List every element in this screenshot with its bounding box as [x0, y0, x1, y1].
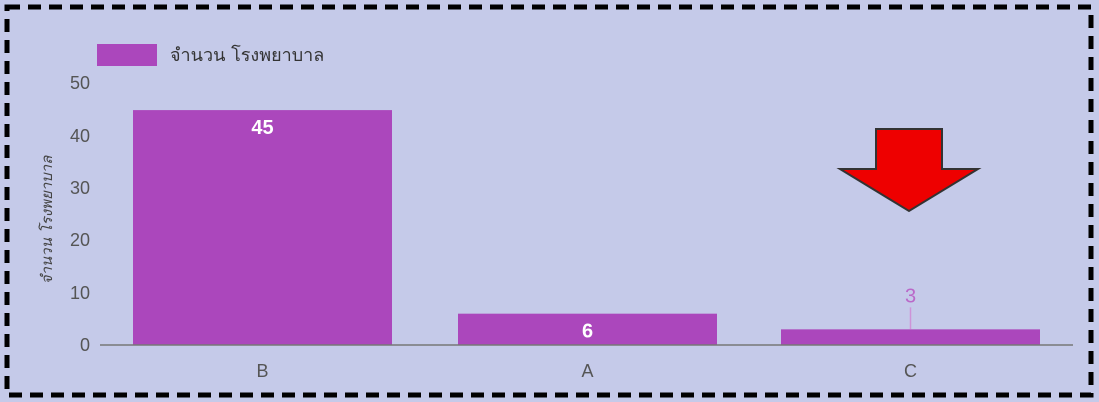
x-tick-label: C	[904, 361, 917, 381]
red-down-arrow-icon	[836, 128, 982, 213]
y-tick-label: 30	[70, 178, 90, 198]
legend-swatch	[97, 44, 157, 66]
y-axis-title: จำนวน โรงพยาบาล	[38, 155, 56, 284]
y-tick-label: 50	[70, 73, 90, 93]
x-tick-label: A	[581, 361, 593, 381]
y-tick-label: 20	[70, 230, 90, 250]
bar-b	[133, 110, 392, 345]
bar-c	[781, 329, 1040, 345]
x-tick-label: B	[256, 361, 268, 381]
data-label-b: 45	[251, 117, 273, 139]
y-tick-label: 0	[80, 335, 90, 355]
data-label-a: 6	[582, 321, 593, 343]
y-tick-label: 40	[70, 126, 90, 146]
bar-a	[458, 313, 717, 345]
data-label-c: 3	[905, 285, 916, 307]
legend-label: จำนวน โรงพยาบาล	[170, 44, 324, 66]
y-tick-label: 10	[70, 283, 90, 303]
